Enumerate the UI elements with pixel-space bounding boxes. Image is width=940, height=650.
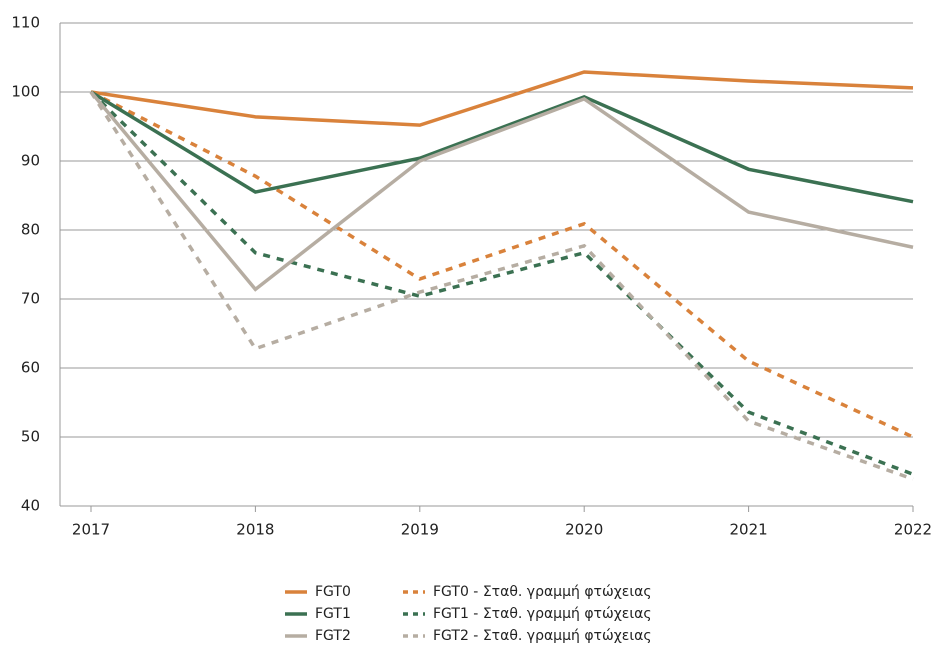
series-line	[89, 90, 914, 292]
x-tick-label: 2017	[72, 521, 110, 539]
y-tick-label: 70	[21, 290, 40, 308]
y-tick-label: 90	[21, 152, 40, 170]
series-line	[90, 70, 914, 127]
legend-label: FGT2 - Σταθ. γραμμή φτώχειας	[433, 628, 652, 644]
y-tick-label: 50	[21, 428, 40, 446]
series-line	[90, 90, 914, 204]
y-tick-label: 110	[11, 14, 40, 32]
x-tick-label: 2020	[565, 521, 603, 539]
x-tick-label: 2021	[730, 521, 768, 539]
legend-label: FGT1	[315, 606, 351, 622]
y-tick-label: 100	[11, 83, 40, 101]
legend-label: FGT2	[315, 628, 351, 644]
series-line	[89, 90, 914, 476]
legend: FGT0 FGT1 FGT2 FGT0 - Σταθ. γραμμή φτώχειας…	[285, 584, 652, 644]
x-tick-label: 2022	[894, 521, 932, 539]
x-tick-label: 2019	[401, 521, 439, 539]
legend-label: FGT0	[315, 584, 351, 600]
x-tick-label: 2018	[236, 521, 274, 539]
series-line	[90, 90, 914, 439]
legend-label: FGT1 - Σταθ. γραμμή φτώχειας	[433, 606, 652, 622]
legend-label: FGT0 - Σταθ. γραμμή φτώχειας	[433, 584, 652, 600]
series-line	[89, 91, 914, 481]
y-tick-label: 80	[21, 221, 40, 239]
y-tick-label: 40	[21, 497, 40, 515]
y-tick-label: 60	[21, 359, 40, 377]
